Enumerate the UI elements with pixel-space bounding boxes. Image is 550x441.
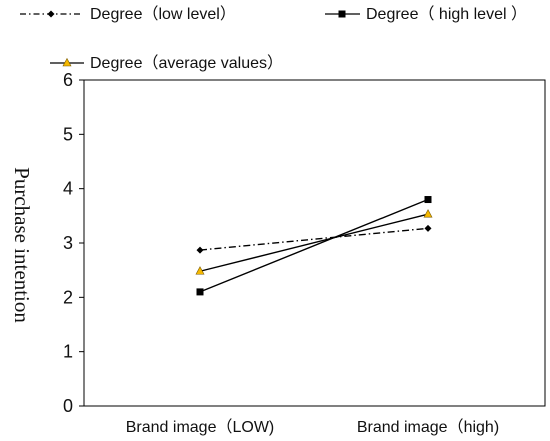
data-point [195, 266, 205, 275]
x-category-label: Brand image（high) [357, 418, 499, 436]
legend-item-high: Degree（ high level ） [325, 5, 527, 23]
series-line [199, 227, 429, 251]
y-tick-label: 0 [63, 396, 73, 416]
legend-label-low: Degree（low level） [90, 5, 236, 23]
data-point [424, 224, 432, 232]
y-tick-label: 1 [63, 342, 73, 362]
legend-marker-low [47, 10, 55, 18]
data-point [196, 246, 204, 254]
series-line [199, 198, 429, 293]
x-category-label: Brand image（LOW) [126, 418, 275, 436]
y-axis: 0 1 2 3 4 5 6 [63, 70, 84, 416]
series-layer [195, 196, 433, 296]
data-point [423, 209, 433, 218]
x-axis: Brand image（LOW) Brand image（high) [126, 418, 499, 436]
data-point [424, 196, 432, 204]
y-tick-label: 3 [63, 233, 73, 253]
legend-label-average: Degree（average values） [90, 54, 283, 72]
y-tick-label: 6 [63, 70, 73, 90]
legend-item-average: Degree（average values） [50, 54, 283, 72]
legend-item-low: Degree（low level） [20, 5, 236, 23]
legend-marker-high [338, 10, 346, 18]
y-tick-label: 2 [63, 287, 73, 307]
y-tick-label: 4 [63, 179, 73, 199]
legend-marker-average [62, 57, 72, 67]
legend: Degree（low level） Degree（ high level ） D… [20, 5, 527, 72]
data-point [196, 288, 204, 296]
y-tick-label: 5 [63, 124, 73, 144]
legend-label-high: Degree（ high level ） [366, 5, 527, 23]
y-axis-label: Purchase intention [10, 167, 34, 323]
series-line [199, 213, 429, 272]
